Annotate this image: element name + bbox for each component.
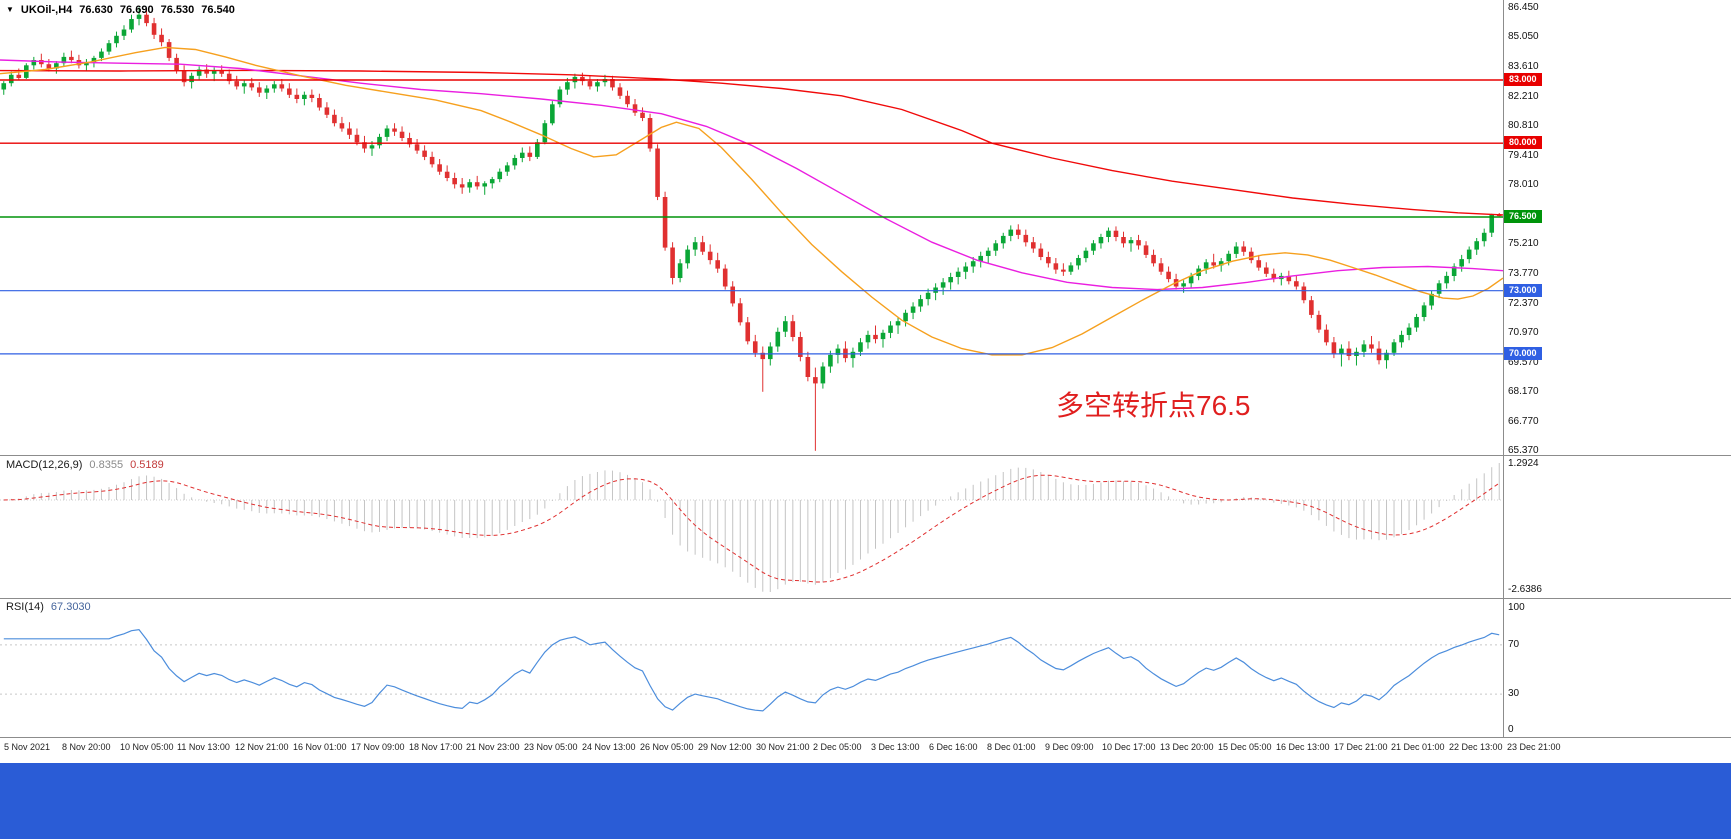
date-axis-label: 9 Dec 09:00 xyxy=(1045,742,1094,752)
price-axis[interactable]: 86.450 85.050 83.610 82.210 80.810 79.410 78.0… xyxy=(1503,0,1731,737)
date-axis-label: 21 Nov 23:00 xyxy=(466,742,520,752)
rsi-value: 67.3030 xyxy=(50,601,91,613)
date-axis-label: 21 Dec 01:00 xyxy=(1391,742,1445,752)
date-axis-label: 13 Dec 20:00 xyxy=(1160,742,1214,752)
candles-group xyxy=(1,7,1502,451)
price-axis-label: 70.970 xyxy=(1508,327,1539,338)
macd-signal-line xyxy=(3,474,1500,583)
price-axis-label: 75.210 xyxy=(1508,238,1539,249)
date-axis-label: 16 Dec 13:00 xyxy=(1276,742,1330,752)
price-axis-label: 78.010 xyxy=(1508,179,1539,190)
date-axis[interactable]: 5 Nov 2021 8 Nov 20:00 10 Nov 05:00 11 Nov … xyxy=(0,737,1731,763)
price-line-label-box: 76.500 xyxy=(1504,210,1542,223)
date-axis-label: 23 Nov 05:00 xyxy=(524,742,578,752)
rsi-axis-label: 100 xyxy=(1508,602,1525,613)
date-axis-label: 22 Dec 13:00 xyxy=(1449,742,1503,752)
price-line-label-box: 70.000 xyxy=(1504,347,1542,360)
slow-ma-line xyxy=(0,69,1504,216)
rsi-line xyxy=(3,628,1500,712)
rsi-indicator-label-row: RSI(14) 67.3030 xyxy=(6,601,91,613)
date-axis-label: 16 Nov 01:00 xyxy=(293,742,347,752)
price-axis-label: 80.810 xyxy=(1508,120,1539,131)
date-axis-label: 15 Dec 05:00 xyxy=(1218,742,1272,752)
date-axis-label: 26 Nov 05:00 xyxy=(640,742,694,752)
date-axis-label: 17 Dec 21:00 xyxy=(1334,742,1388,752)
bottom-bar xyxy=(0,763,1731,839)
macd-signal-value: 0.5189 xyxy=(130,459,164,471)
price-axis-label: 72.370 xyxy=(1508,298,1539,309)
chart-canvas[interactable] xyxy=(0,0,1731,763)
rsi-label: RSI(14) xyxy=(6,601,44,613)
macd-histogram xyxy=(10,463,1500,592)
rsi-axis-label: 30 xyxy=(1508,688,1520,699)
price-axis-label: 85.050 xyxy=(1508,31,1539,42)
mid-ma-line xyxy=(0,59,1504,291)
price-line-label-box: 83.000 xyxy=(1504,73,1542,86)
symbol-timeframe-label: UKOil-,H4 xyxy=(20,4,73,16)
price-axis-label: 73.770 xyxy=(1508,268,1539,279)
price-axis-label: 69.570 xyxy=(1508,357,1539,368)
price-axis-label: 65.370 xyxy=(1508,445,1539,456)
chart-text-annotation: 多空转折点76.5 xyxy=(1056,390,1251,421)
macd-axis-max-label: 1.2924 xyxy=(1508,458,1539,469)
date-axis-label: 10 Nov 05:00 xyxy=(120,742,174,752)
price-axis-label: 66.770 xyxy=(1508,416,1539,427)
price-axis-label: 79.410 xyxy=(1508,150,1539,161)
date-axis-label: 8 Dec 01:00 xyxy=(987,742,1036,752)
date-axis-label: 12 Nov 21:00 xyxy=(235,742,289,752)
chart-dropdown-icon[interactable]: ▼ xyxy=(6,4,14,14)
date-axis-label: 8 Nov 20:00 xyxy=(62,742,111,752)
price-axis-label: 68.170 xyxy=(1508,386,1539,397)
symbol-title-row: ▼ UKOil-,H4 76.630 76.690 76.530 76.540 xyxy=(6,4,235,16)
ohlc-high: 76.690 xyxy=(119,4,154,16)
macd-label: MACD(12,26,9) xyxy=(6,459,83,471)
rsi-axis-label: 70 xyxy=(1508,639,1520,650)
rsi-axis-label: 0 xyxy=(1508,724,1514,735)
price-line-label-box: 80.000 xyxy=(1504,136,1542,149)
price-axis-label: 86.450 xyxy=(1508,2,1539,13)
date-axis-label: 30 Nov 21:00 xyxy=(756,742,810,752)
date-axis-label: 23 Dec 21:00 xyxy=(1507,742,1561,752)
date-axis-label: 18 Nov 17:00 xyxy=(409,742,463,752)
date-axis-label: 29 Nov 12:00 xyxy=(698,742,752,752)
ohlc-open: 76.630 xyxy=(79,4,113,16)
fast-ma-line xyxy=(0,46,1504,356)
date-axis-label: 5 Nov 2021 xyxy=(4,742,51,752)
date-axis-label: 3 Dec 13:00 xyxy=(871,742,920,752)
macd-indicator-label-row: MACD(12,26,9) 0.8355 0.5189 xyxy=(6,459,164,471)
date-axis-label: 10 Dec 17:00 xyxy=(1102,742,1156,752)
ohlc-low: 76.530 xyxy=(160,4,195,16)
macd-axis-min-label: -2.6386 xyxy=(1508,584,1542,595)
date-axis-label: 11 Nov 13:00 xyxy=(177,742,230,752)
date-axis-label: 24 Nov 13:00 xyxy=(582,742,636,752)
price-line-label-box: 73.000 xyxy=(1504,284,1542,297)
date-axis-label: 17 Nov 09:00 xyxy=(351,742,405,752)
price-axis-label: 82.210 xyxy=(1508,91,1539,102)
price-axis-label: 83.610 xyxy=(1508,61,1539,72)
macd-main-value: 0.8355 xyxy=(89,459,124,471)
date-axis-label: 2 Dec 05:00 xyxy=(813,742,862,752)
date-axis-label: 6 Dec 16:00 xyxy=(929,742,978,752)
ohlc-close: 76.540 xyxy=(201,4,235,16)
